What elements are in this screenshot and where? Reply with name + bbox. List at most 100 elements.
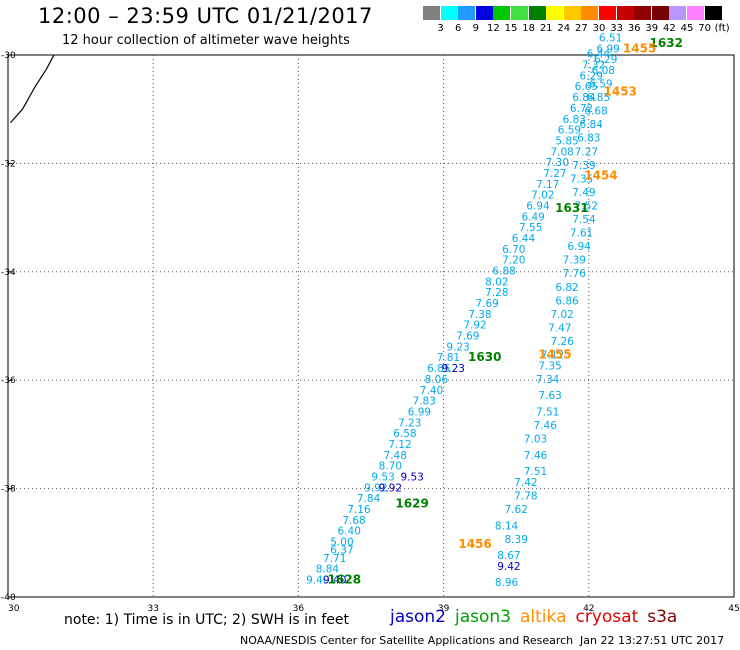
lat-tick-label: -40 xyxy=(1,593,16,603)
swh-value: 7.23 xyxy=(398,417,421,429)
swh-value: 6.99 xyxy=(596,43,619,55)
swh-value: 9.42 xyxy=(497,561,520,573)
swh-value: 9.92 xyxy=(379,482,402,494)
swh-value: 6.44 xyxy=(587,49,611,61)
swh-value: 7.12 xyxy=(388,439,411,451)
legend-swatch xyxy=(687,6,704,20)
legend-label: 42 xyxy=(663,23,676,34)
swh-value: 7.40 xyxy=(420,385,443,397)
legend-swatch xyxy=(511,6,528,20)
satellite-name: cryosat xyxy=(575,607,639,627)
legend-label: 6 xyxy=(455,23,462,34)
swh-value: 6.58 xyxy=(393,428,416,440)
swh-value: 9.23 xyxy=(442,363,465,375)
swh-value: 7.02 xyxy=(531,190,554,202)
pass-time-label: 1630 xyxy=(468,350,501,364)
swh-value: 6.51 xyxy=(599,32,622,44)
swh-value: 6.82 xyxy=(555,282,578,294)
swh-value: 6.40 xyxy=(338,526,361,538)
swh-value: 9.40 xyxy=(306,574,329,586)
swh-value: 9.23 xyxy=(446,341,469,353)
legend-label: 30 xyxy=(592,23,606,34)
swh-value: 7.38 xyxy=(468,309,491,321)
legend-swatch xyxy=(634,6,652,20)
pass-time-label: 1628 xyxy=(328,572,361,586)
swh-value: 7.35 xyxy=(570,173,593,185)
legend-swatch xyxy=(423,6,440,20)
legend-swatch xyxy=(704,6,722,20)
legend-label: 21 xyxy=(539,23,553,34)
legend-label: 33 xyxy=(610,23,623,34)
satellite-name: s3a xyxy=(647,607,678,627)
swh-value: 7.61 xyxy=(570,228,593,240)
lat-tick-label: -38 xyxy=(1,485,16,495)
legend-swatch xyxy=(563,6,581,20)
swh-value: 7.62 xyxy=(505,504,528,516)
swh-value: 7.46 xyxy=(534,420,558,432)
lon-tick-label: 33 xyxy=(147,604,158,614)
swh-value: 6.84 xyxy=(572,92,596,104)
legend-label: 70 xyxy=(698,23,711,34)
legend-label: 27 xyxy=(575,23,588,34)
swh-value: 7.92 xyxy=(463,320,486,332)
swh-value: 7.83 xyxy=(413,396,436,408)
swh-value: 7.68 xyxy=(342,515,365,527)
lon-tick-label: 45 xyxy=(728,604,739,614)
swh-value: 7.63 xyxy=(538,390,561,402)
legend-swatch xyxy=(651,6,669,20)
swh-value: 7.48 xyxy=(384,450,407,462)
legend-label: 36 xyxy=(627,23,641,34)
footnote: note: 1) Time is in UTC; 2) SWH is in fe… xyxy=(64,612,350,628)
swh-value: 6.94 xyxy=(567,241,591,253)
pass-time-label: 1632 xyxy=(650,36,683,50)
chart-title: 12:00 – 23:59 UTC 01/21/2017 xyxy=(38,4,373,28)
lat-tick-label: -36 xyxy=(1,376,16,386)
swh-value: 6.70 xyxy=(502,244,525,256)
swh-value: 7.03 xyxy=(524,434,547,446)
swh-value: 7.35 xyxy=(538,360,561,372)
swh-value: 7.16 xyxy=(347,504,371,516)
coastline xyxy=(9,54,55,124)
satellite-name: altika xyxy=(520,607,567,627)
swh-value: 8.96 xyxy=(495,577,519,589)
swh-value: 5.85 xyxy=(555,135,578,147)
lat-tick-label: -34 xyxy=(1,268,16,278)
swh-value: 8.02 xyxy=(485,276,508,288)
lon-tick-label: 30 xyxy=(8,604,20,614)
swh-value: 7.47 xyxy=(548,322,571,334)
swh-value: 7.08 xyxy=(550,146,573,158)
swh-value: 8.06 xyxy=(425,374,449,386)
legend-label: 18 xyxy=(522,23,535,34)
swh-value: 6.83 xyxy=(577,133,600,145)
legend-swatch xyxy=(546,6,564,20)
satellite-legend: jason2 jason3 altika cryosat s3a xyxy=(390,607,686,627)
swh-value: 6.29 xyxy=(580,70,603,82)
lat-tick-label: -30 xyxy=(1,51,16,61)
legend-swatch xyxy=(581,6,599,20)
swh-value: 9.53 xyxy=(371,471,394,483)
legend-swatch xyxy=(440,6,458,20)
satellite-name: jason2 xyxy=(390,607,446,627)
swh-value: 6.49 xyxy=(521,211,544,223)
swh-value: 7.26 xyxy=(550,336,574,348)
swh-value: 7.71 xyxy=(323,553,346,565)
swh-value: 7.34 xyxy=(536,374,560,386)
swh-value: 7.27 xyxy=(575,146,598,158)
swh-value: 7.32 xyxy=(582,60,605,72)
swh-value: 8.67 xyxy=(497,550,520,562)
swh-value: 7.69 xyxy=(475,298,498,310)
swh-value: 7.55 xyxy=(519,222,542,234)
credit-line: NOAA/NESDIS Center for Satellite Applica… xyxy=(240,634,574,647)
swh-value: 9.40 xyxy=(323,574,346,586)
pass-time-label: 1454 xyxy=(584,169,617,183)
swh-value: 7.52 xyxy=(575,200,598,212)
swh-value: 7.02 xyxy=(550,309,573,321)
legend-swatch xyxy=(475,6,493,20)
legend-swatch xyxy=(458,6,476,20)
lon-tick-label: 36 xyxy=(293,604,305,614)
swh-value: 7.20 xyxy=(502,255,525,267)
swh-value: 9.92 xyxy=(364,482,387,494)
legend-label: 24 xyxy=(557,23,571,34)
swh-value: 7.39 xyxy=(563,255,586,267)
swh-value: 6.68 xyxy=(584,106,607,118)
